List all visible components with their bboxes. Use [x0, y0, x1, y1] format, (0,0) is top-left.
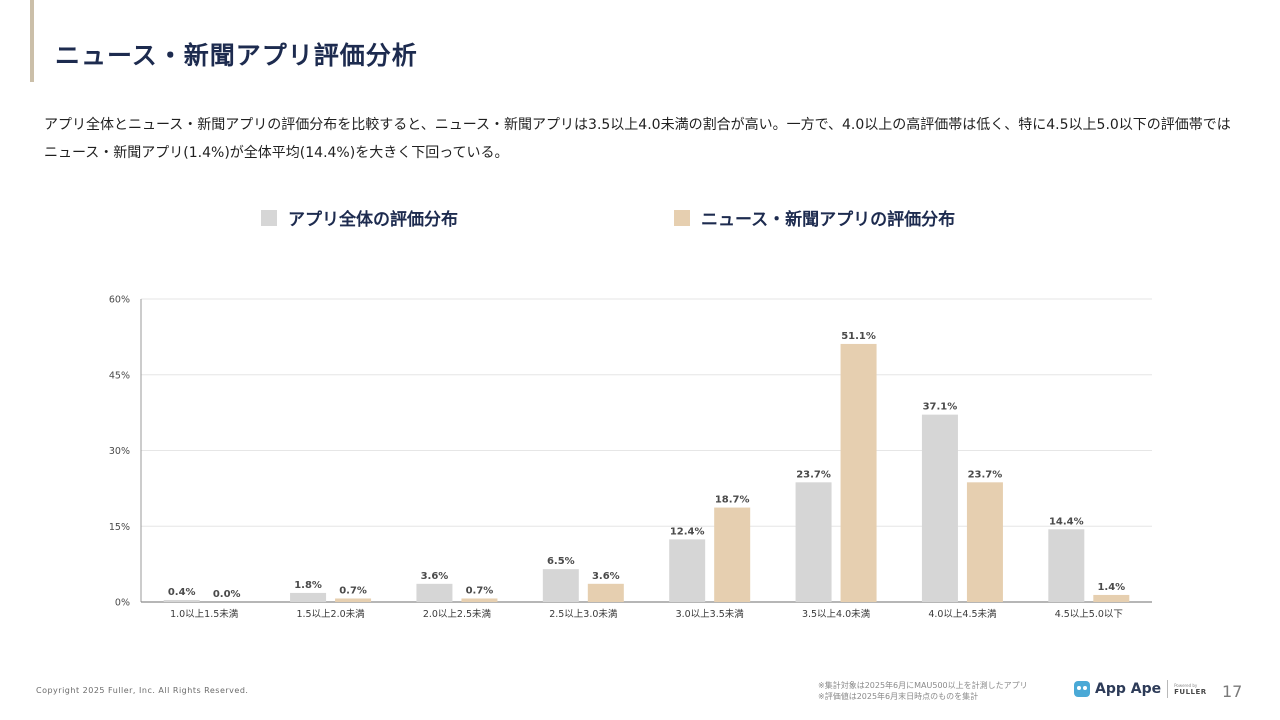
bar-all-apps — [795, 482, 832, 602]
bar-all-apps — [1048, 529, 1085, 602]
data-label: 23.7% — [796, 469, 831, 480]
bar-all-apps — [542, 569, 579, 602]
x-tick-label: 1.0以上1.5未満 — [170, 608, 239, 620]
x-tick-label: 3.0以上3.5未満 — [676, 608, 745, 620]
data-label: 3.6% — [592, 571, 620, 582]
y-tick-label: 0% — [115, 598, 130, 609]
powered-by-text: Powered by — [1174, 682, 1198, 688]
data-label: 14.4% — [1049, 516, 1084, 527]
y-tick-label: 45% — [109, 370, 130, 381]
bar-news-apps — [335, 598, 372, 602]
legend-label-all-apps: アプリ全体の評価分布 — [288, 210, 458, 230]
footnote-1: ※集計対象は2025年6月にMAU500以上を計測したアプリ — [818, 681, 1028, 690]
footnotes: ※集計対象は2025年6月にMAU500以上を計測したアプリ ※評価値は2025… — [818, 680, 1028, 702]
bar-all-apps — [669, 539, 706, 602]
bar-all-apps — [921, 414, 958, 602]
data-label: 1.4% — [1097, 582, 1125, 593]
data-label: 37.1% — [923, 402, 958, 413]
bar-all-apps — [416, 583, 453, 602]
data-label: 18.7% — [715, 495, 750, 506]
data-label: 12.4% — [670, 526, 705, 537]
y-tick-label: 60% — [109, 295, 130, 306]
x-tick-label: 2.5以上3.0未満 — [549, 608, 618, 620]
data-label: 3.6% — [421, 571, 449, 582]
bar-news-apps — [587, 583, 624, 602]
data-label: 6.5% — [547, 556, 575, 567]
data-label: 51.1% — [841, 331, 876, 342]
x-tick-label: 4.0以上4.5未満 — [928, 608, 997, 620]
chart-legend: アプリ全体の評価分布 ニュース・新聞アプリの評価分布 — [0, 205, 1280, 230]
brand-company: Powered by FULLER — [1174, 683, 1207, 696]
title-accent-bar — [30, 0, 34, 82]
bar-news-apps — [714, 507, 751, 602]
x-tick-label: 2.0以上2.5未満 — [423, 608, 492, 620]
fuller-logo-text: FULLER — [1174, 687, 1207, 696]
bar-all-apps — [290, 592, 327, 602]
x-tick-label: 3.5以上4.0未満 — [802, 608, 871, 620]
legend-label-news-apps: ニュース・新聞アプリの評価分布 — [701, 210, 956, 230]
y-tick-label: 15% — [109, 522, 130, 533]
bar-news-apps — [840, 343, 877, 602]
footnote-2: ※評価値は2025年6月末日時点のものを集計 — [818, 692, 979, 701]
app-ape-icon — [1074, 681, 1090, 697]
page-title: ニュース・新聞アプリ評価分析 — [55, 41, 418, 70]
data-label: 23.7% — [968, 469, 1003, 480]
data-label: 0.0% — [213, 589, 241, 600]
bar-news-apps — [1093, 594, 1130, 602]
legend-item-news-apps: ニュース・新聞アプリの評価分布 — [674, 205, 955, 230]
brand-name: App Ape — [1095, 681, 1162, 697]
x-tick-label: 4.5以上5.0以下 — [1055, 609, 1123, 620]
bar-news-apps — [966, 482, 1003, 602]
bar-news-apps — [461, 598, 498, 602]
brand-logo: App Ape Powered by FULLER — [1074, 680, 1207, 698]
data-label: 1.8% — [294, 580, 322, 591]
data-label: 0.7% — [466, 585, 494, 596]
description-text: アプリ全体とニュース・新聞アプリの評価分布を比較すると、ニュース・新聞アプリは3… — [44, 117, 1231, 161]
y-tick-label: 30% — [109, 446, 130, 457]
legend-swatch-news-apps — [674, 209, 690, 226]
data-label: 0.7% — [339, 585, 367, 596]
x-tick-label: 1.5以上2.0未満 — [296, 608, 365, 620]
legend-item-all-apps: アプリ全体の評価分布 — [261, 205, 458, 230]
brand-divider — [1167, 680, 1169, 698]
data-label: 0.4% — [168, 587, 196, 598]
page-number: 17 — [1222, 682, 1243, 701]
legend-swatch-all-apps — [261, 209, 277, 226]
copyright-text: Copyright 2025 Fuller, Inc. All Rights R… — [36, 686, 249, 695]
bar-all-apps — [163, 599, 200, 602]
